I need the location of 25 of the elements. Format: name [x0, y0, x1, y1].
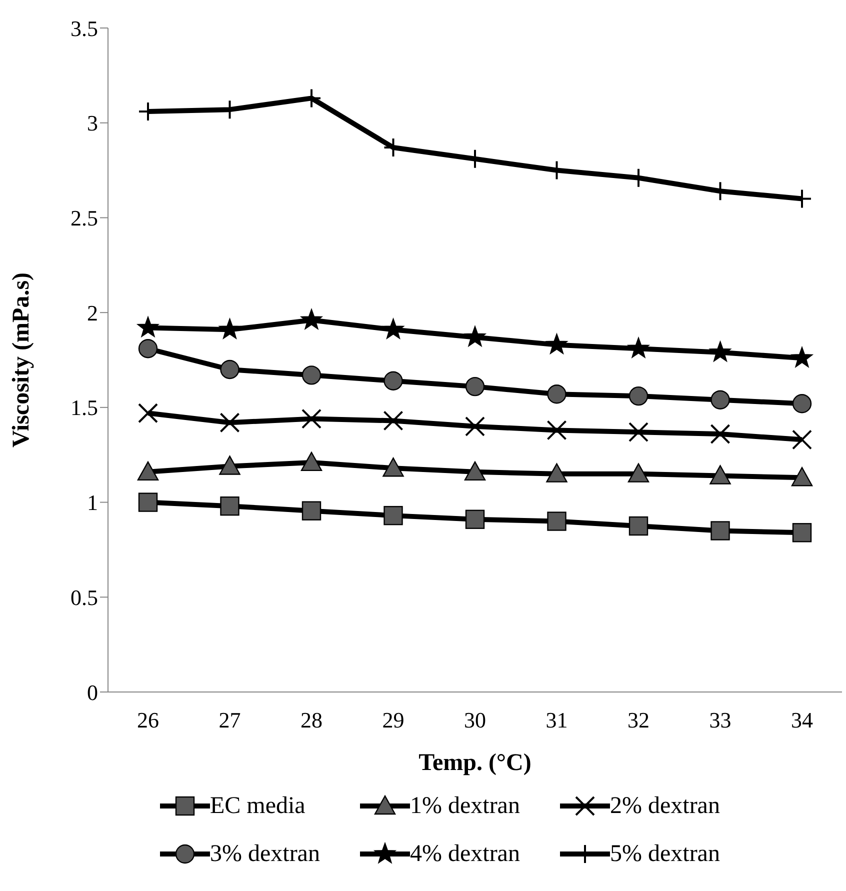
- x-tick-label: 29: [382, 708, 404, 733]
- legend-label: EC media: [210, 792, 306, 820]
- legend-label: 2% dextran: [610, 792, 720, 820]
- y-tick-label: 1: [87, 490, 98, 516]
- x-tick-label: 34: [791, 708, 813, 733]
- legend-label: 1% dextran: [410, 792, 520, 820]
- y-tick-label: 0: [87, 680, 98, 705]
- y-tick-label: 2.5: [70, 206, 98, 231]
- y-axis-title: Viscosity (mPa.s): [8, 272, 35, 448]
- x-tick-label: 26: [137, 708, 159, 733]
- x-tick-label: 27: [218, 708, 241, 733]
- x-tick-label: 30: [464, 708, 486, 733]
- x-tick-label: 28: [300, 708, 322, 733]
- y-tick-label: 2: [87, 300, 98, 326]
- y-tick-label: 1.5: [70, 395, 98, 420]
- x-tick-label: 32: [628, 708, 650, 733]
- x-tick-label: 33: [709, 708, 732, 733]
- y-tick-label: 0.5: [70, 584, 98, 610]
- legend-label: 5% dextran: [610, 840, 720, 868]
- y-tick-label: 3.5: [70, 16, 98, 41]
- legend-label: 4% dextran: [410, 840, 520, 868]
- legend-label: 3% dextran: [210, 840, 320, 868]
- x-tick-label: 31: [546, 708, 568, 733]
- y-tick-label: 3: [87, 110, 98, 136]
- x-axis-title: Temp. (°C): [418, 750, 532, 776]
